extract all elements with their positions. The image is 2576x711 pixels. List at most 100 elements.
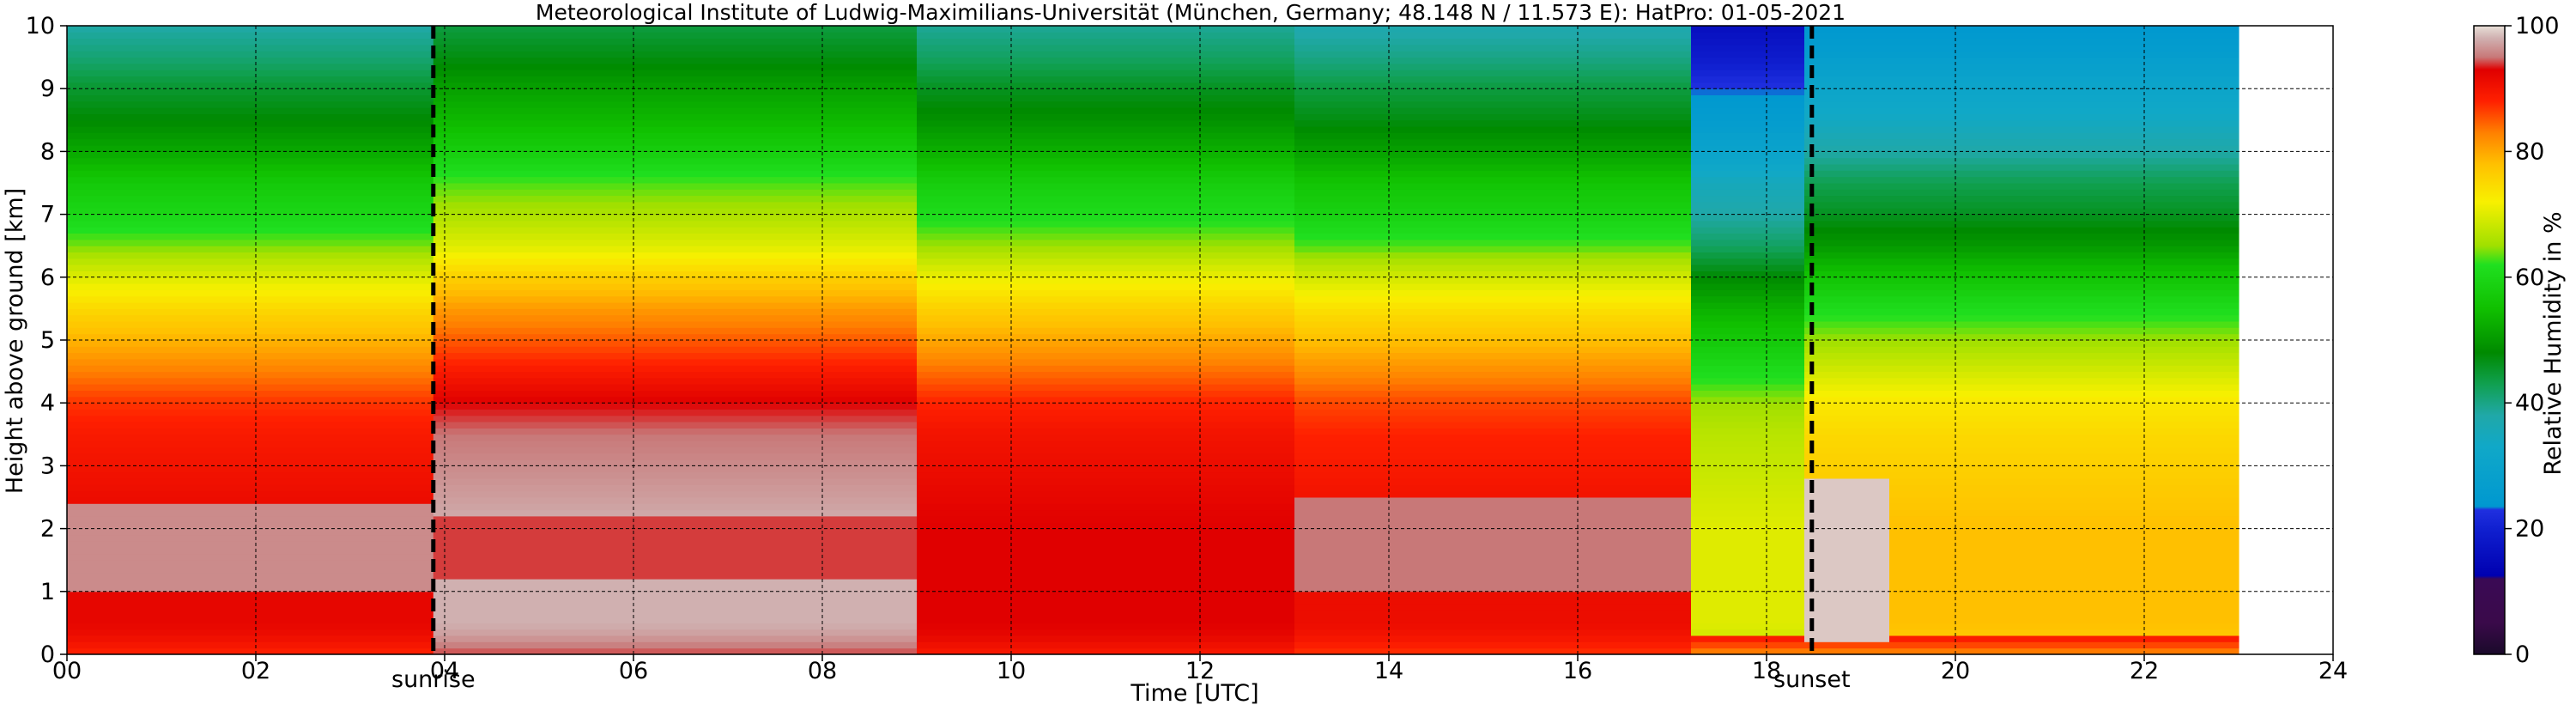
heatmap-cell: [1889, 82, 2240, 89]
heatmap-cell: [1294, 623, 1692, 630]
heatmap-cell: [1294, 32, 1692, 40]
heatmap-cell: [1889, 327, 2240, 335]
heatmap-cell: [1691, 459, 1805, 466]
heatmap-cell: [433, 283, 918, 290]
heatmap-cell: [1294, 352, 1692, 360]
heatmap-cell: [67, 459, 434, 466]
heatmap-cell: [1889, 227, 2240, 234]
heatmap-cell: [1804, 208, 1890, 216]
heatmap-cell: [917, 465, 1295, 473]
heatmap-cell: [67, 258, 434, 265]
heatmap-cell: [1691, 585, 1805, 592]
heatmap-cell: [1889, 246, 2240, 252]
heatmap-cell: [67, 390, 434, 398]
heatmap-cell: [67, 302, 434, 309]
heatmap-cell: [1294, 604, 1692, 611]
heatmap-cell: [1889, 579, 2240, 586]
heatmap-cell: [1804, 635, 1890, 642]
heatmap-cell: [1294, 528, 1692, 536]
heatmap-cell: [1294, 302, 1692, 309]
heatmap-cell: [917, 428, 1295, 435]
heatmap-cell: [67, 365, 434, 373]
heatmap-cell: [1804, 333, 1890, 341]
heatmap-cell: [1889, 585, 2240, 592]
colorbar: [2473, 25, 2506, 655]
heatmap-cell: [433, 333, 918, 341]
heatmap-cell: [67, 195, 434, 203]
heatmap-cell: [433, 94, 918, 102]
heatmap-cell: [1804, 63, 1890, 70]
heatmap-cell: [433, 183, 918, 190]
heatmap-cell: [433, 82, 918, 89]
heatmap-period-4: [1691, 26, 1805, 654]
heatmap-cell: [433, 553, 918, 561]
heatmap-cell: [433, 258, 918, 265]
heatmap-cell: [1889, 509, 2240, 517]
heatmap-cell: [1804, 434, 1890, 441]
heatmap-cell: [1804, 57, 1890, 64]
heatmap-cell: [917, 359, 1295, 366]
heatmap-cell: [1294, 484, 1692, 492]
heatmap-cell: [1294, 490, 1692, 498]
heatmap-cell: [433, 403, 918, 410]
heatmap-cell: [1804, 176, 1890, 184]
heatmap-cell: [1889, 415, 2240, 422]
heatmap-cell: [67, 170, 434, 178]
heatmap-cell: [67, 384, 434, 391]
heatmap-cell: [1804, 604, 1890, 611]
heatmap-cell: [917, 484, 1295, 492]
heatmap-cell: [1294, 202, 1692, 209]
x-tick-label: 22: [2130, 658, 2159, 684]
heatmap-cell: [1889, 45, 2240, 52]
heatmap-cell: [1889, 57, 2240, 64]
heatmap-cell: [1294, 516, 1692, 523]
heatmap-cell: [67, 82, 434, 89]
heatmap-cell: [1804, 346, 1890, 354]
heatmap-cell: [1889, 94, 2240, 102]
heatmap-cell: [917, 202, 1295, 209]
heatmap-cell: [917, 88, 1295, 95]
heatmap-cell: [1804, 302, 1890, 309]
heatmap-cell: [1889, 151, 2240, 159]
heatmap-cell: [1804, 308, 1890, 316]
heatmap-cell: [917, 195, 1295, 203]
heatmap-cell: [1294, 70, 1692, 76]
x-tick-label: 00: [52, 658, 82, 684]
heatmap-cell: [1294, 384, 1692, 391]
heatmap-cell: [1889, 447, 2240, 454]
colorbar-tick-label: 60: [2515, 264, 2544, 291]
heatmap-cell: [1804, 352, 1890, 360]
heatmap-cell: [1804, 246, 1890, 252]
heatmap-cell: [1889, 598, 2240, 605]
heatmap-cell: [1294, 610, 1692, 617]
sun-markers: sunrise sunset: [391, 26, 1851, 693]
heatmap-cell: [1691, 258, 1805, 265]
colorbar-tick-label: 20: [2515, 516, 2544, 543]
heatmap-cell: [917, 572, 1295, 580]
heatmap-cell: [917, 132, 1295, 140]
heatmap-cell: [1889, 113, 2240, 121]
y-tick-label: 0: [40, 641, 55, 668]
heatmap-cell: [433, 246, 918, 252]
heatmap-cell: [67, 208, 434, 216]
heatmap-cell: [433, 164, 918, 171]
heatmap-cell: [1691, 214, 1805, 222]
heatmap-cell: [1691, 151, 1805, 159]
heatmap-cell: [67, 598, 434, 605]
heatmap-cell: [1804, 51, 1890, 58]
heatmap-cell: [1294, 151, 1692, 159]
heatmap-cell: [433, 528, 918, 536]
heatmap-cell: [67, 189, 434, 197]
heatmap-cell: [1889, 371, 2240, 379]
heatmap-cell: [1294, 283, 1692, 290]
heatmap-cell: [917, 220, 1295, 228]
heatmap-cell: [433, 534, 918, 542]
heatmap-cell: [67, 283, 434, 290]
heatmap-cell: [67, 371, 434, 379]
heatmap-cell: [1889, 340, 2240, 347]
heatmap-cell: [1804, 390, 1890, 398]
heatmap-cell: [917, 478, 1295, 485]
heatmap-cell: [67, 377, 434, 385]
heatmap-cell: [1294, 321, 1692, 328]
heatmap-cell: [433, 604, 918, 611]
